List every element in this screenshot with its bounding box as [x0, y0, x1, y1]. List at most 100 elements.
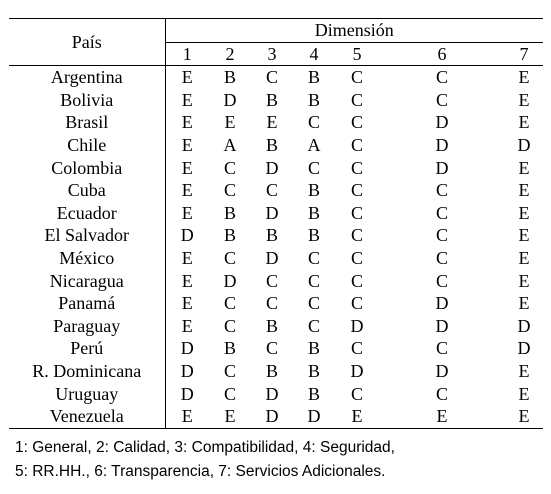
country-cell: Uruguay	[9, 382, 166, 406]
country-cell: Nicaragua	[9, 269, 166, 293]
rating-cell: C	[350, 89, 363, 110]
country-cell: R. Dominicana	[9, 359, 166, 383]
rating-cell: C	[265, 270, 278, 291]
rating-cell: E	[181, 180, 193, 201]
dimension-number-row: 1 2 3 4 5 6 7	[9, 42, 544, 67]
rating-cell: D	[265, 383, 279, 404]
country-cell: Brasil	[9, 111, 166, 134]
rating-cell: C	[435, 247, 448, 268]
table-row: El Salvador D B B B C C E	[9, 224, 543, 247]
rating-cell: C	[265, 293, 278, 314]
rating-cell: C	[435, 338, 448, 359]
rating-cell: E	[181, 247, 193, 268]
rating-cell: E	[181, 157, 193, 178]
rating-cell: E	[518, 270, 530, 291]
dimension-number: 4	[293, 42, 335, 67]
rating-cell: D	[180, 338, 194, 359]
rating-cell: C	[350, 180, 363, 201]
rating-cell: C	[265, 338, 278, 359]
table-row: Colombia E C D C C D E	[9, 156, 543, 180]
table-row: Brasil E E E C C D E	[9, 111, 543, 134]
rating-cell: C	[223, 315, 236, 336]
rating-cell: C	[435, 67, 448, 88]
rating-cell: B	[307, 338, 320, 359]
rating-cell: C	[307, 293, 320, 314]
table-row: Panamá E C C C C D E	[9, 292, 543, 315]
rating-cell: E	[518, 225, 530, 246]
rating-cell: D	[435, 315, 449, 336]
rating-cell: C	[350, 338, 363, 359]
table-row: Chile E A B A C D D	[9, 133, 543, 157]
rating-cell: E	[518, 202, 530, 223]
table-row: Argentina E B C B C C E	[9, 65, 543, 89]
country-cell: Perú	[9, 337, 166, 360]
table-row: Ecuador E B D B C C E	[9, 201, 543, 225]
rating-cell: B	[265, 225, 278, 246]
rating-cell: C	[350, 112, 363, 133]
rating-cell: E	[181, 202, 193, 223]
rating-cell: D	[517, 338, 531, 359]
rating-cell: C	[350, 134, 363, 155]
legend-line-1: 1: General, 2: Calidad, 3: Compatibilida…	[15, 439, 395, 456]
rating-cell: B	[223, 67, 236, 88]
rating-cell: D	[435, 293, 449, 314]
country-cell: Bolivia	[9, 88, 166, 112]
rating-cell: E	[518, 383, 530, 404]
rating-cell: A	[223, 134, 237, 155]
country-cell: Ecuador	[9, 201, 166, 225]
table-row: Uruguay D C D B C C E	[9, 382, 543, 406]
country-cell: Paraguay	[9, 314, 166, 338]
rating-cell: C	[350, 270, 363, 291]
rating-cell: C	[223, 157, 236, 178]
rating-cell: B	[265, 360, 278, 381]
rating-cell: E	[224, 112, 236, 133]
rating-cell: B	[307, 225, 320, 246]
rating-cell: E	[165, 405, 209, 429]
rating-cell: B	[307, 180, 320, 201]
rating-cell: D	[265, 247, 279, 268]
table-row: Perú D B C B C C D	[9, 337, 543, 360]
rating-cell: D	[435, 112, 449, 133]
country-cell: México	[9, 246, 166, 270]
country-cell: Cuba	[9, 179, 166, 202]
table-row: Nicaragua E D C C C C E	[9, 269, 543, 293]
rating-cell: C	[223, 360, 236, 381]
rating-cell: C	[223, 293, 236, 314]
rating-cell: D	[435, 360, 449, 381]
rating-cell: C	[350, 202, 363, 223]
dimension-number: 7	[505, 42, 544, 67]
rating-cell: B	[307, 360, 320, 381]
country-cell: Chile	[9, 133, 166, 157]
dimension-legend: 1: General, 2: Calidad, 3: Compatibilida…	[15, 436, 395, 484]
rating-cell: C	[223, 383, 236, 404]
rating-cell: C	[350, 293, 363, 314]
dimension-number: 5	[335, 42, 379, 67]
dimension-number: 6	[379, 42, 505, 67]
rating-cell: C	[350, 247, 363, 268]
rating-cell: C	[307, 270, 320, 291]
table-row: Bolivia E D B B C C E	[9, 88, 543, 112]
dimension-number: 3	[251, 42, 293, 67]
rating-cell: D	[251, 405, 293, 429]
rating-cell: C	[435, 89, 448, 110]
rating-cell: C	[265, 180, 278, 201]
rating-cell: D	[350, 360, 364, 381]
rating-cell: D	[223, 89, 237, 110]
table-row: México E C D C C C E	[9, 246, 543, 270]
table-row: Cuba E C C B C C E	[9, 179, 543, 202]
rating-cell: D	[180, 360, 194, 381]
rating-cell: A	[307, 134, 321, 155]
header-dimension: Dimensión	[165, 18, 544, 43]
rating-cell: C	[307, 157, 320, 178]
rating-cell: D	[517, 134, 531, 155]
rating-cell: E	[181, 67, 193, 88]
rating-cell: E	[209, 405, 251, 429]
rating-cell: E	[518, 360, 530, 381]
rating-cell: D	[180, 383, 194, 404]
rating-cell: B	[223, 202, 236, 223]
rating-cell: E	[518, 89, 530, 110]
rating-cell: D	[435, 157, 449, 178]
country-cell: Argentina	[9, 65, 166, 89]
dimension-number: 1	[165, 42, 209, 67]
rating-cell: D	[350, 315, 364, 336]
